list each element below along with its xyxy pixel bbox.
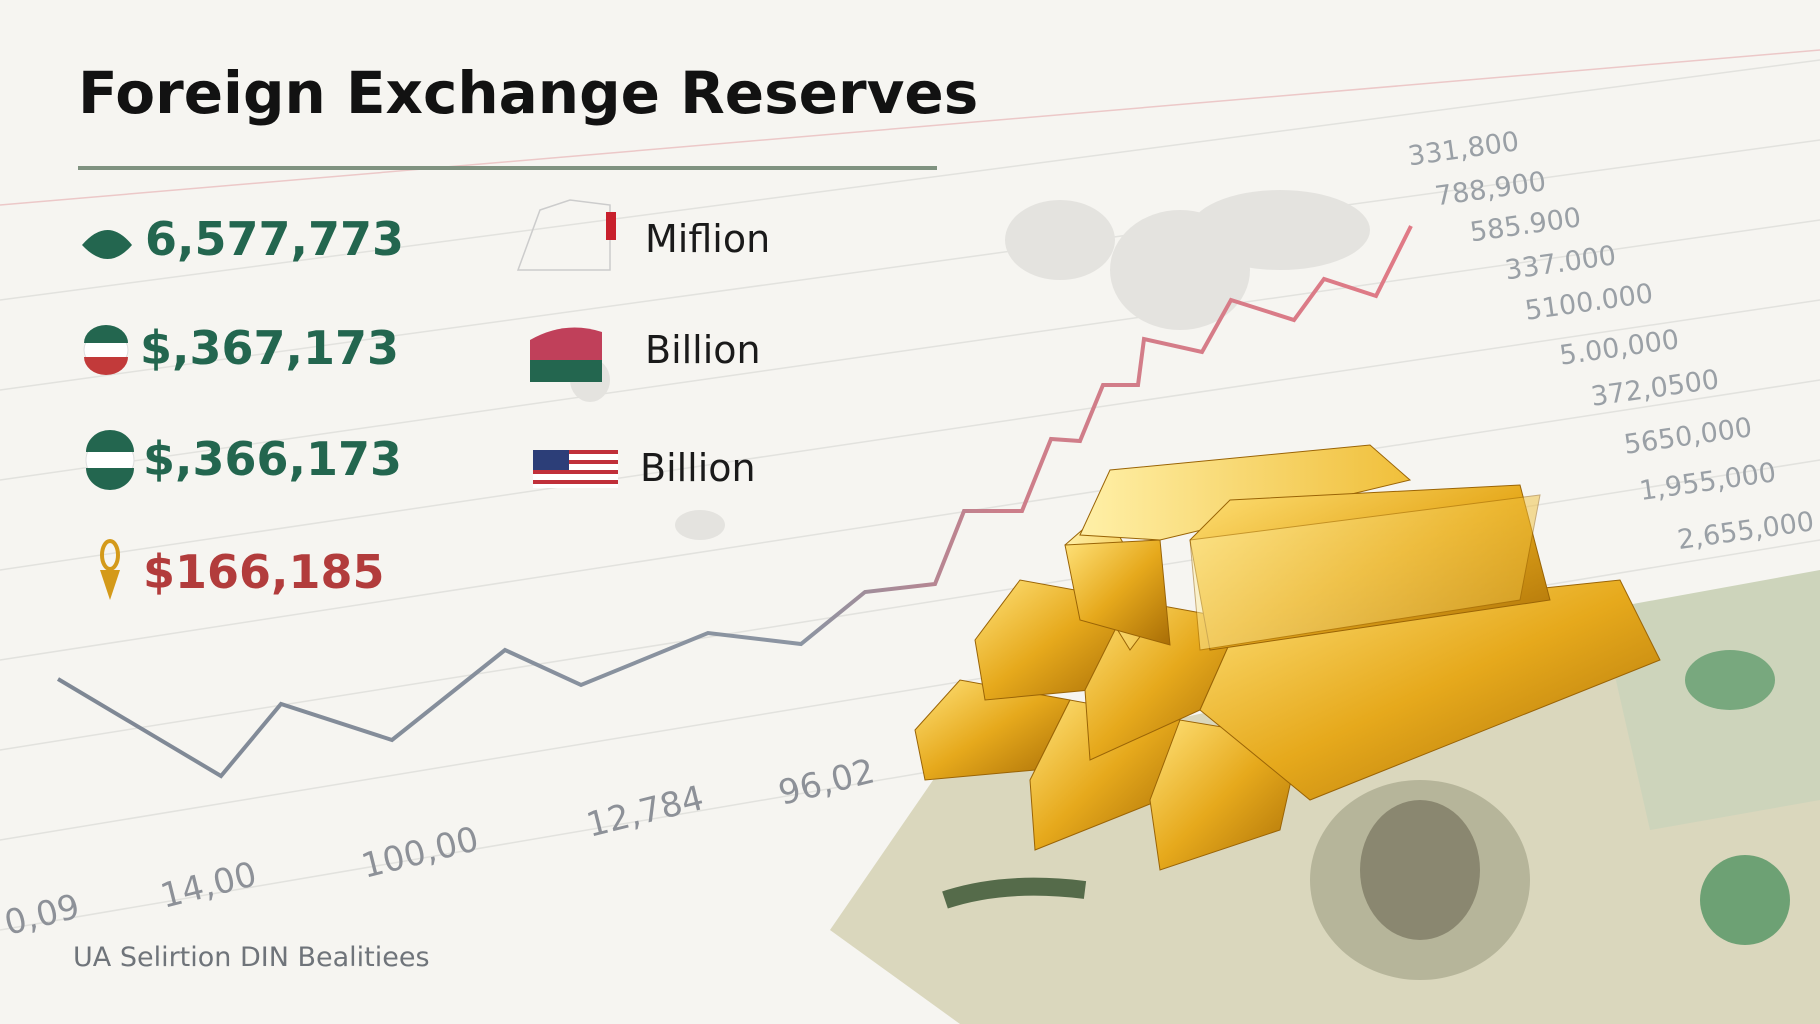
y-label: 2,655,000 bbox=[1676, 506, 1816, 556]
footer: UA Selirtion DIN Bealitiees bbox=[73, 942, 430, 973]
world-map bbox=[570, 190, 1370, 540]
y-label: 5100.000 bbox=[1523, 278, 1655, 327]
icon-box bbox=[516, 199, 616, 271]
title: Foreign Exchange Reserves bbox=[78, 59, 978, 127]
trend-line bbox=[56, 225, 1413, 779]
x-label: 96,02 bbox=[775, 751, 879, 813]
flag-icon bbox=[83, 325, 129, 375]
unit-label: Miflion bbox=[645, 217, 770, 261]
us-flag bbox=[533, 450, 618, 488]
gold-icon bbox=[100, 539, 120, 600]
stat-value: $,367,173 bbox=[140, 321, 399, 375]
x-label: 0,09 bbox=[1, 887, 84, 944]
background-lines bbox=[0, 49, 1820, 931]
x-label: 100,00 bbox=[358, 819, 483, 887]
y-label: 5.00,000 bbox=[1558, 324, 1681, 371]
x-axis-labels: 0,09 14,00 100,00 12,784 96,02 bbox=[1, 751, 879, 943]
y-label: 585.900 bbox=[1468, 202, 1583, 248]
x-label: 12,784 bbox=[583, 778, 708, 846]
stat-value: 6,577,773 bbox=[145, 212, 404, 266]
flag-icon bbox=[85, 430, 135, 490]
stat-value: $,366,173 bbox=[143, 432, 402, 486]
gold-bars bbox=[914, 444, 1661, 871]
y-label: 337.000 bbox=[1503, 240, 1618, 286]
y-label: 788,900 bbox=[1433, 166, 1548, 212]
unit-label: Billion bbox=[645, 328, 761, 372]
unit-label: Billion bbox=[640, 446, 756, 490]
icon-leaf bbox=[82, 230, 132, 259]
stat-value: $166,185 bbox=[143, 545, 385, 599]
x-label: 14,00 bbox=[157, 854, 261, 916]
flag-icon bbox=[530, 327, 602, 382]
y-label: 5650,000 bbox=[1622, 412, 1754, 461]
y-label: 1,955,000 bbox=[1638, 457, 1778, 507]
y-label: 331,800 bbox=[1406, 126, 1521, 172]
